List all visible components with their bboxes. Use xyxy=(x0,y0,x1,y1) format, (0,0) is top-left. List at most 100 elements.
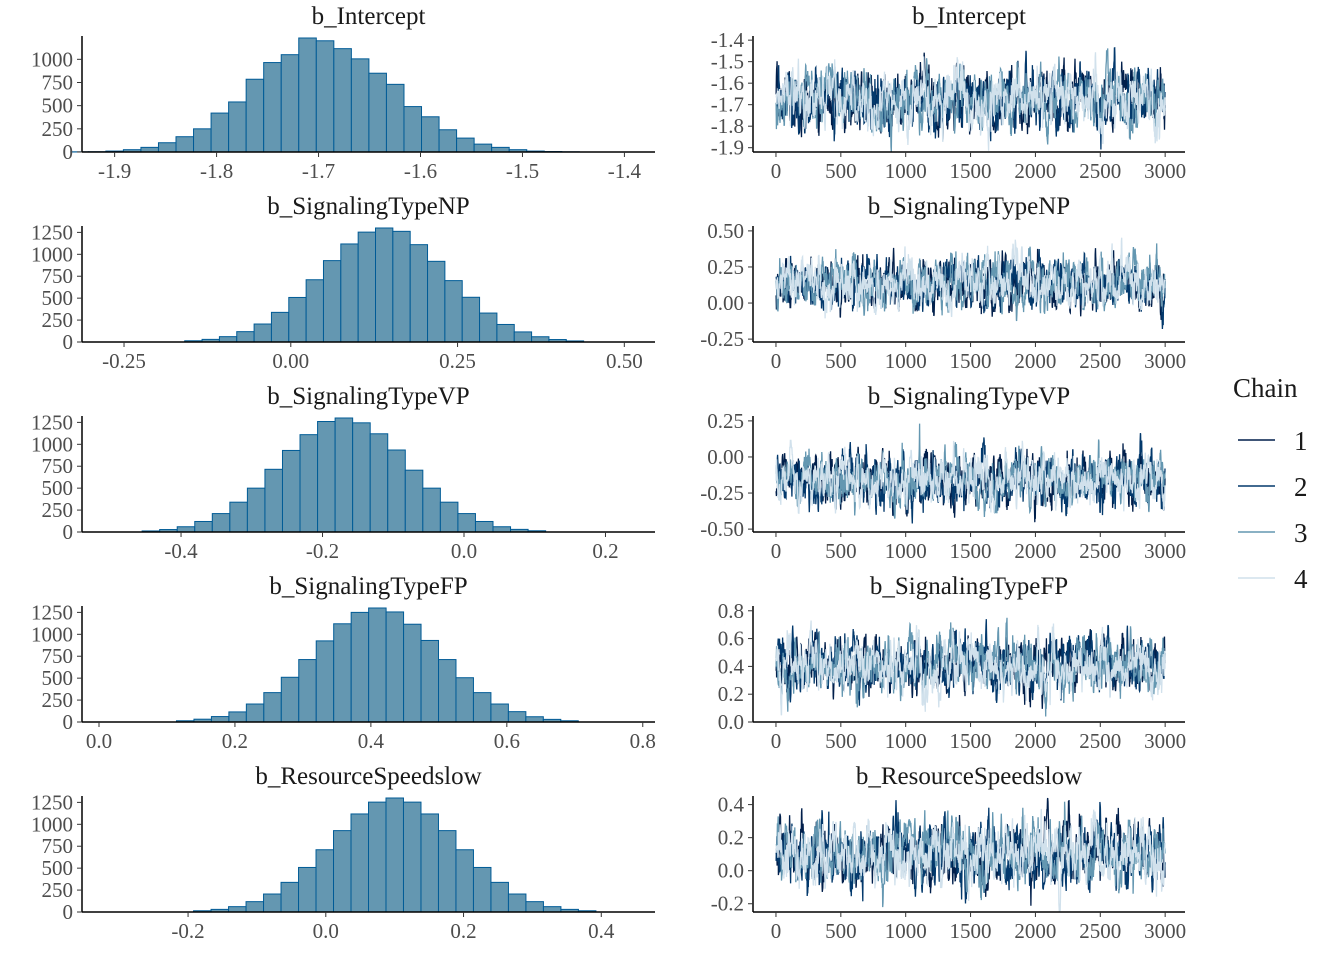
histogram-bar xyxy=(218,336,238,343)
histogram-bar xyxy=(472,692,492,723)
histogram-bar xyxy=(288,296,307,343)
histogram-bar xyxy=(264,468,283,533)
histogram-panel-b_Intercept: b_Intercept -1.9 -1.8 -1.7 -1.6 -1.5 -1.4 02505… xyxy=(31,3,655,183)
histogram-bar xyxy=(385,611,405,723)
y-tick-label: 500 xyxy=(42,476,74,500)
x-tick-label: 1500 xyxy=(950,919,992,943)
y-tick-label: 0 xyxy=(63,900,74,924)
y-tick-label: 500 xyxy=(42,666,74,690)
histogram-bar xyxy=(245,901,265,913)
panel-title: b_SignalingTypeVP xyxy=(267,383,469,410)
y-tick-label: 1000 xyxy=(31,812,73,836)
x-tick-label: 0 xyxy=(771,539,782,563)
histogram-bar xyxy=(333,623,352,723)
x-tick-label: 0.8 xyxy=(630,729,656,753)
x-tick-label: 1000 xyxy=(885,159,927,183)
histogram-bar xyxy=(385,797,404,913)
histogram-bar xyxy=(492,526,512,533)
histogram-bar xyxy=(280,881,300,913)
x-tick-label: 1500 xyxy=(950,729,992,753)
histogram-bar xyxy=(507,711,527,723)
histogram-bar xyxy=(298,866,317,913)
histogram-bar xyxy=(507,893,527,913)
y-tick-label: -1.7 xyxy=(711,93,744,117)
legend-label: 2 xyxy=(1294,472,1308,502)
y-tick-label: -1.9 xyxy=(711,136,744,160)
y-tick-label: -1.4 xyxy=(711,28,745,52)
y-tick-label: 0.2 xyxy=(718,826,744,850)
histogram-bar xyxy=(542,906,562,913)
histogram-bar xyxy=(444,280,463,343)
histogram-bar xyxy=(298,659,317,723)
x-tick-label: 2000 xyxy=(1014,729,1056,753)
x-tick-label: 500 xyxy=(825,159,857,183)
y-tick-label: 500 xyxy=(42,94,74,118)
y-tick-label: 250 xyxy=(42,688,74,712)
y-tick-label: 0.4 xyxy=(718,793,745,817)
histogram-bar xyxy=(385,83,405,153)
y-tick-label: 250 xyxy=(42,308,74,332)
histogram-bar xyxy=(175,136,195,153)
x-tick-label: -1.4 xyxy=(608,159,642,183)
histogram-bar xyxy=(176,526,196,533)
histogram-bar xyxy=(340,243,359,343)
x-tick-label: 0.4 xyxy=(358,729,385,753)
histogram-bar xyxy=(270,311,290,343)
histogram-bar xyxy=(375,227,394,343)
y-tick-label: 0.6 xyxy=(718,627,744,651)
histogram-bar xyxy=(211,513,231,533)
histogram-bar xyxy=(299,434,319,533)
trace-panel-b_SignalingTypeNP: b_SignalingTypeNP 0 500 1000 1500 2000 2500 300… xyxy=(700,193,1186,373)
histogram-bar xyxy=(280,676,300,723)
trace-line-chain-4 xyxy=(775,52,1166,151)
x-tick-label: 500 xyxy=(825,539,857,563)
histogram-bar xyxy=(474,520,494,533)
x-tick-label: 0 xyxy=(771,349,782,373)
histogram-bar xyxy=(322,260,342,343)
x-tick-label: -0.25 xyxy=(102,349,146,373)
legend-item: 1 xyxy=(1238,426,1308,456)
x-tick-label: 3000 xyxy=(1144,349,1186,373)
histogram-bar xyxy=(263,893,282,913)
x-tick-label: 1000 xyxy=(885,729,927,753)
histogram-bar xyxy=(403,106,423,153)
histogram-bar xyxy=(193,128,212,153)
histogram-bar xyxy=(210,716,230,723)
histogram-bar xyxy=(245,78,265,153)
y-tick-label: 1000 xyxy=(31,242,73,266)
histogram-bar xyxy=(334,417,354,533)
histogram-bar xyxy=(472,866,492,913)
histogram-bar xyxy=(427,260,446,343)
y-tick-label: 1250 xyxy=(31,410,73,434)
x-tick-label: 1000 xyxy=(885,539,927,563)
histogram-bar xyxy=(392,230,411,343)
x-tick-label: 0.0 xyxy=(313,919,339,943)
trace-panel-b_ResourceSpeedslow: b_ResourceSpeedslow 0 500 1000 1500 2000 2500 3… xyxy=(711,763,1186,943)
trace-panel-b_SignalingTypeVP: b_SignalingTypeVP 0 500 1000 1500 2000 2500 300… xyxy=(700,383,1186,563)
y-tick-label: -0.25 xyxy=(700,327,744,351)
histogram-bar xyxy=(228,101,247,153)
x-tick-label: 1500 xyxy=(950,159,992,183)
trace-line-chain-4 xyxy=(775,237,1166,319)
histogram-bar xyxy=(368,607,387,723)
legend: Chain 1 2 3 4 xyxy=(1233,373,1308,594)
x-tick-label: 0.4 xyxy=(588,919,615,943)
x-tick-label: 3000 xyxy=(1144,159,1186,183)
histogram-bar xyxy=(531,336,550,343)
x-tick-label: 2000 xyxy=(1014,349,1056,373)
histogram-bar xyxy=(357,231,377,343)
histogram-bar xyxy=(387,449,406,533)
x-tick-label: -0.2 xyxy=(171,919,204,943)
y-tick-label: -0.25 xyxy=(700,481,744,505)
histogram-bar xyxy=(305,279,324,343)
histogram-bar xyxy=(402,801,422,913)
trace-line-chain-4 xyxy=(775,808,1166,912)
histogram-bar xyxy=(457,513,476,533)
trace-line-chain-4 xyxy=(775,439,1166,514)
histogram-bar xyxy=(228,711,247,723)
histogram-bar xyxy=(157,142,177,153)
histogram-bar xyxy=(461,296,481,343)
histogram-bar xyxy=(455,677,474,723)
histogram-bar xyxy=(236,331,255,343)
